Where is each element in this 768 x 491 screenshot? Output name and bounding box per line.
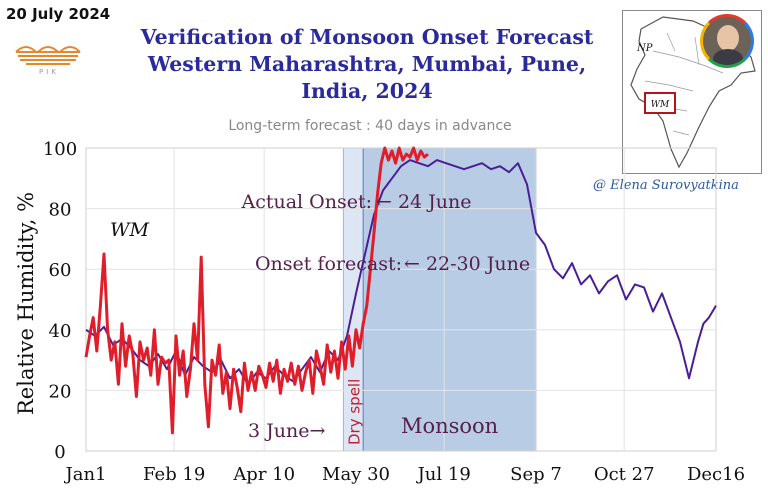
actual-onset-label: Actual Onset: [240, 191, 372, 213]
y-tick-label: 0 [54, 442, 65, 463]
x-tick-label: Oct 27 [594, 464, 655, 485]
monsoon-band [363, 148, 536, 451]
title-line-3: India, 2024 [301, 79, 433, 103]
x-tick-label: Sep 7 [510, 464, 562, 485]
title-line-1: Verification of Monsoon Onset Forecast [140, 25, 594, 49]
author-credit: @ Elena Surovyatkina [593, 178, 739, 193]
x-tick-label: May 30 [322, 464, 390, 485]
report-date: 20 July 2024 [6, 5, 111, 23]
actual-onset-date: ← 24 June [376, 191, 472, 213]
pik-logo: PIK [15, 46, 81, 76]
actual-humidity-line [84, 146, 429, 435]
onset-forecast-label: Onset forecast: [255, 253, 402, 275]
june3-label: 3 June→ [248, 420, 325, 442]
plot-frame [85, 147, 717, 452]
author-avatar [700, 14, 754, 68]
logo-text: PIK [39, 68, 59, 76]
onset-forecast-date: ← 22-30 June [404, 253, 530, 275]
y-tick-label: 20 [49, 381, 72, 402]
monsoon-label: Monsoon [401, 414, 498, 438]
region-label: WM [110, 219, 150, 241]
x-tick-label: Jan1 [64, 464, 107, 485]
y-tick-label: 40 [49, 321, 72, 342]
chart-subtitle: Long-term forecast : 40 days in advance [228, 118, 512, 134]
y-tick-label: 60 [49, 260, 72, 281]
dry-spell-label: Dry spell [345, 379, 363, 445]
x-tick-label: Feb 19 [143, 464, 205, 485]
x-tick-label: Jul 19 [416, 464, 471, 485]
map-label-np: NP [636, 43, 653, 54]
y-tick-label: 80 [49, 200, 72, 221]
title-line-2: Western Maharashtra, Mumbai, Pune, [147, 52, 587, 76]
chart-title: Verification of Monsoon Onset Forecast W… [112, 24, 622, 105]
dry-spell-band [343, 148, 364, 451]
x-tick-label: Apr 10 [232, 464, 295, 485]
x-tick-label: Dec16 [687, 464, 745, 485]
map-label-wm: WM [651, 100, 670, 110]
y-tick-label: 100 [43, 139, 77, 160]
